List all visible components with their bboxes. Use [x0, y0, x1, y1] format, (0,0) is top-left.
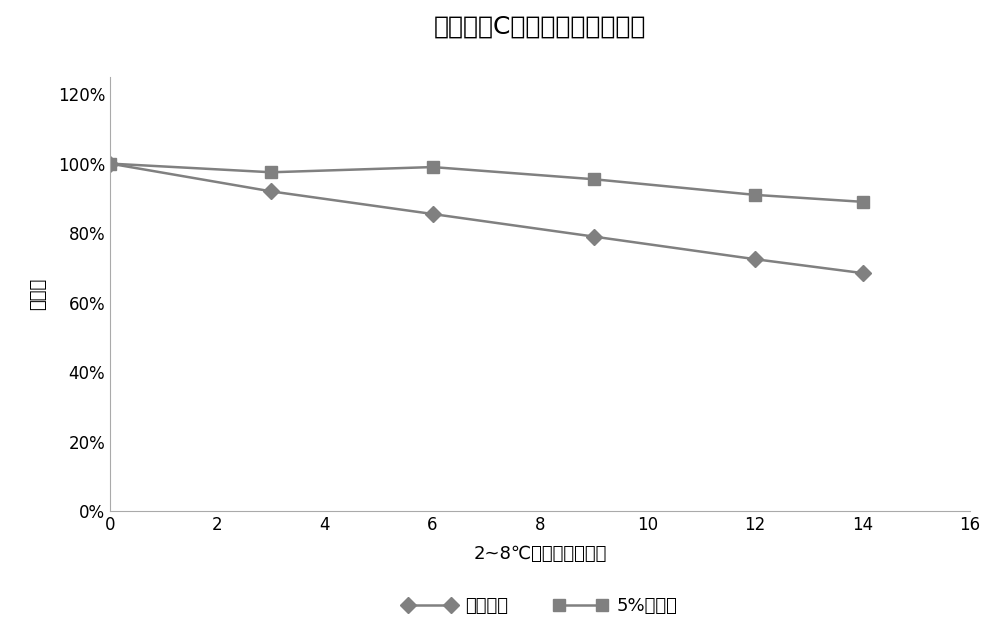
5%海藻糖 — [856, 198, 868, 206]
5%海藻糖 — [588, 175, 600, 183]
Y-axis label: 酶活性: 酶活性 — [29, 278, 47, 310]
X-axis label: 2~8℃存放时间（月）: 2~8℃存放时间（月） — [473, 545, 607, 563]
5%海藻糖 — [104, 160, 116, 167]
无海藻糖 — [856, 269, 868, 277]
Legend: 无海藻糖, 5%海藻糖: 无海藻糖, 5%海藻糖 — [395, 590, 685, 622]
5%海藻糖 — [749, 191, 761, 199]
无海藻糖 — [588, 233, 600, 240]
5%海藻糖 — [265, 169, 277, 176]
Line: 5%海藻糖: 5%海藻糖 — [104, 158, 868, 208]
无海藻糖 — [426, 210, 438, 218]
5%海藻糖 — [426, 163, 438, 171]
无海藻糖 — [265, 188, 277, 196]
Text: 海藻糖对C肽酶试剂稳定性影响: 海藻糖对C肽酶试剂稳定性影响 — [434, 14, 646, 38]
无海藻糖 — [104, 160, 116, 167]
Line: 无海藻糖: 无海藻糖 — [104, 158, 868, 279]
无海藻糖 — [749, 256, 761, 263]
